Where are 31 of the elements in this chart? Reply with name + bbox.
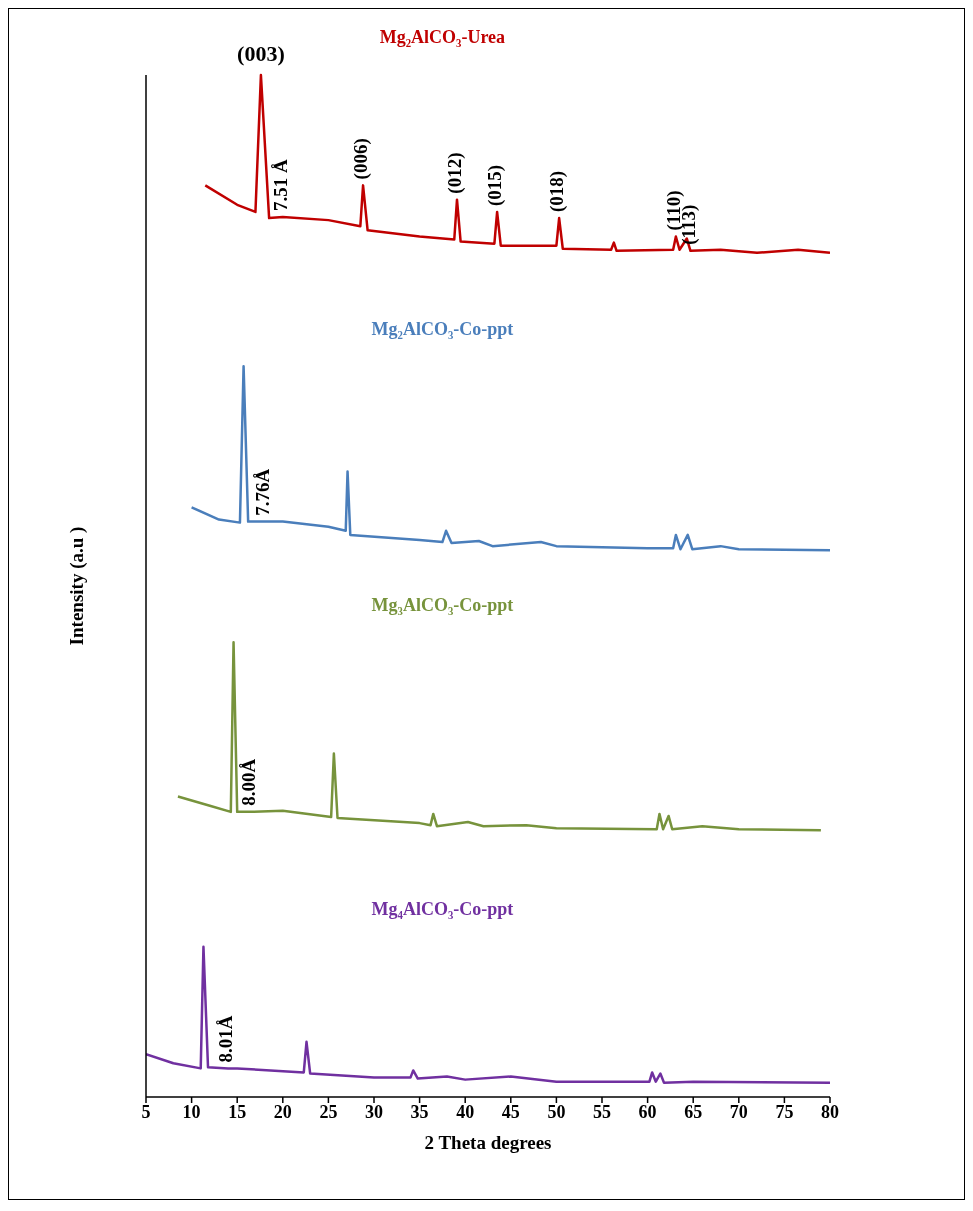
annotation: 7.76Å <box>251 468 273 516</box>
x-tick-label: 20 <box>273 1101 292 1122</box>
x-axis-title: 2 Theta degrees <box>424 1132 552 1153</box>
text: Mg₄AlCO₃-Co-ppt <box>371 899 514 920</box>
x-tick-label: 65 <box>684 1101 703 1122</box>
annotation: (015) <box>484 164 507 206</box>
annotation: (003) <box>237 41 285 66</box>
annotation: (006) <box>350 138 373 180</box>
x-tick-label: 70 <box>729 1101 748 1122</box>
x-tick-label: 10 <box>182 1101 201 1122</box>
text: Mg₂AlCO₃-Co-ppt <box>371 318 514 339</box>
x-tick-label: 55 <box>593 1101 611 1122</box>
x-tick-label: 15 <box>228 1101 247 1122</box>
x-tick-label: 80 <box>821 1101 839 1122</box>
x-tick-label: 30 <box>365 1101 383 1122</box>
annotation: 8.01Å <box>215 1015 237 1063</box>
annotation: 8.00Å <box>238 758 260 806</box>
x-tick-label: 75 <box>775 1101 794 1122</box>
x-tick-label: 25 <box>319 1101 338 1122</box>
text: Mg₃AlCO₃-Co-ppt <box>371 594 514 615</box>
x-tick-label: 45 <box>501 1101 520 1122</box>
x-tick-label: 40 <box>456 1101 475 1122</box>
annotation: (012) <box>444 152 467 194</box>
y-axis-title: Intensity (a.u ) <box>65 526 88 646</box>
annotation: 7.51 Å <box>270 159 292 212</box>
annotation: (018) <box>546 170 569 213</box>
text: Mg₂AlCO₃-Urea <box>379 27 506 48</box>
x-tick-label: 35 <box>410 1101 429 1122</box>
x-tick-label: 5 <box>141 1101 151 1122</box>
x-tick-label: 60 <box>638 1101 657 1122</box>
x-tick-label: 50 <box>547 1101 566 1122</box>
